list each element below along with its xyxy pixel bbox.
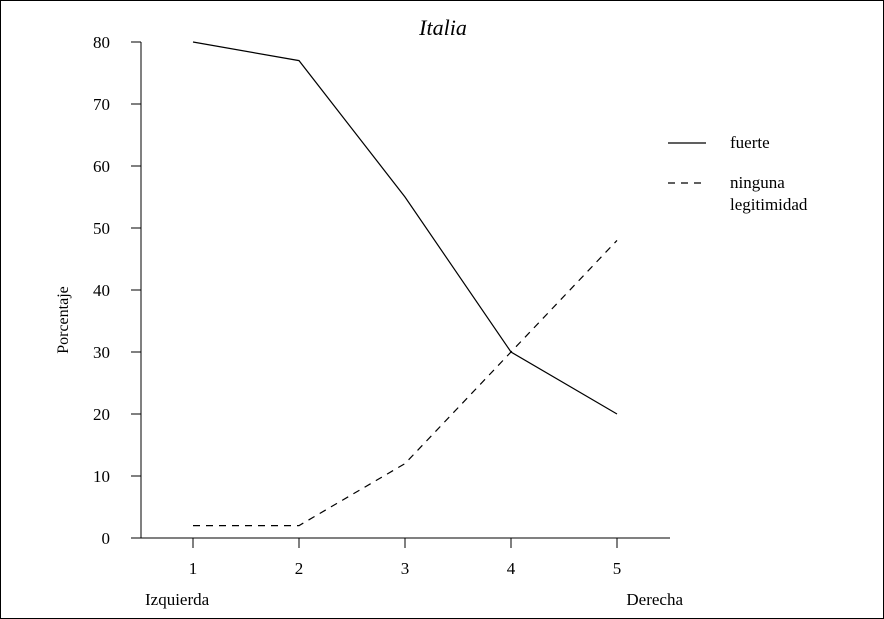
y-tick-label: 20	[93, 405, 110, 424]
series-line-fuerte	[192, 41, 618, 415]
chart-title: Italia	[418, 15, 467, 40]
y-tick-label: 30	[93, 343, 110, 362]
y-axis-title: Porcentaje	[55, 286, 72, 354]
y-tick-label: 40	[93, 281, 110, 300]
y-tick-label: 70	[93, 95, 110, 114]
x-tick-label: 3	[401, 559, 410, 578]
x-end-label-right: Derecha	[626, 590, 683, 609]
series-group	[192, 41, 618, 527]
y-tick-label: 60	[93, 157, 110, 176]
legend-label: ninguna	[730, 173, 785, 192]
y-tick-label: 0	[102, 529, 111, 548]
legend-label: legitimidad	[730, 195, 808, 214]
legend-label: fuerte	[730, 133, 770, 152]
x-axis-ticks: 1 2 3 4 5	[189, 538, 622, 578]
x-tick-label: 1	[189, 559, 198, 578]
series-line-ninguna-legitimidad	[193, 239, 618, 527]
x-tick-label: 5	[613, 559, 622, 578]
y-axis-ticks: 0 10 20 30 40 50 60 70 80	[93, 33, 141, 548]
y-tick-label: 10	[93, 467, 110, 486]
x-tick-label: 4	[507, 559, 516, 578]
x-end-label-left: Izquierda	[145, 590, 210, 609]
legend: fuerte ninguna legitimidad	[668, 133, 808, 214]
y-tick-label: 50	[93, 219, 110, 238]
x-tick-label: 2	[295, 559, 304, 578]
y-tick-label: 80	[93, 33, 110, 52]
